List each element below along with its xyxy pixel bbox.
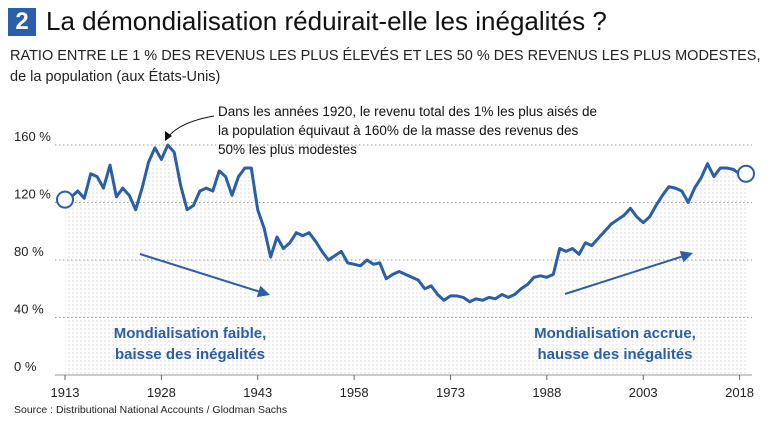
series-line (64, 143, 747, 304)
area-fill (65, 145, 746, 375)
trend-arrow-head (679, 250, 693, 263)
x-tick-label: 1913 (51, 385, 80, 400)
annotation-arrow-head (165, 131, 172, 141)
title-row: 2 La démondialisation réduirait-elle les… (8, 6, 607, 37)
y-tick-label: 40 % (14, 302, 44, 317)
zone-label-line-2: baisse des inégalités (115, 346, 265, 363)
x-tick-label: 1958 (340, 385, 369, 400)
x-tick-label: 1928 (147, 385, 176, 400)
y-tick-label: 0 % (14, 359, 37, 374)
zone-layer: Mondialisation faible, baisse des inégali… (114, 250, 696, 363)
y-tick-label: 160 % (14, 129, 51, 144)
chart-number-badge: 2 (8, 7, 36, 36)
chart-subtitle: RATIO ENTRE LE 1 % DES REVENUS LES PLUS … (10, 46, 775, 88)
zone-label-line-1: Mondialisation faible, (114, 325, 267, 342)
trend-arrow (139, 253, 259, 293)
source-note: Source : Distributional National Account… (14, 404, 288, 416)
x-tick-label: 1988 (532, 385, 561, 400)
axis-layer: 0 % 40 % 80 % 120 % 160 % 1913 1928 1943 1958 197… (14, 129, 754, 400)
chart-title: La démondialisation réduirait-elle les i… (46, 6, 607, 36)
zone-label-line-2: hausse des inégalités (537, 346, 692, 363)
subtitle-line-1: RATIO ENTRE LE 1 % DES REVENUS LES PLUS … (10, 48, 761, 64)
trend-arrow-head (256, 285, 270, 298)
y-tick-label: 80 % (14, 244, 44, 259)
zone-label-line-1: Mondialisation accrue, (534, 325, 696, 342)
x-tick-label: 2003 (629, 385, 658, 400)
x-tick-label: 2018 (725, 385, 754, 400)
x-tick-label: 1943 (243, 385, 272, 400)
endpoint-marker (56, 190, 74, 209)
trend-arrow (564, 255, 682, 295)
annotation-text: Dans les années 1920, le revenu total de… (218, 104, 597, 157)
y-tick-label: 120 % (14, 187, 51, 202)
subtitle-line-2: de la population (aux États-Unis) (10, 69, 221, 85)
x-tick-label: 1973 (436, 385, 465, 400)
annotation-arrow (167, 115, 215, 138)
endpoint-marker (737, 164, 755, 183)
points-layer (56, 164, 755, 209)
